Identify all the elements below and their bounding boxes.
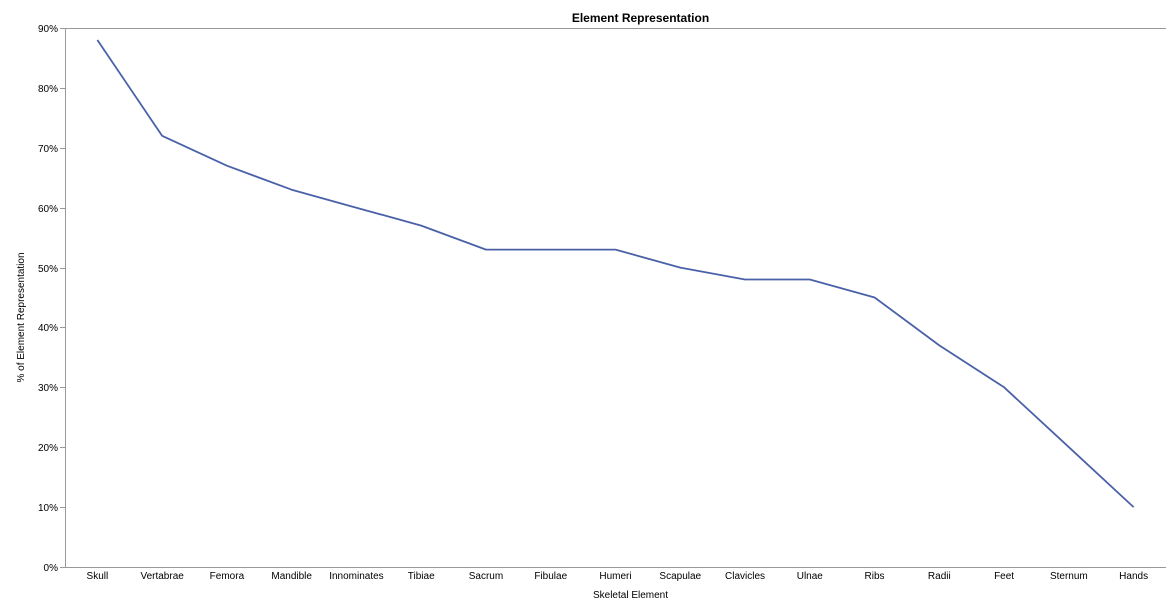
y-tick-label: 70% (38, 144, 58, 155)
x-tick-label: Tibiae (408, 571, 435, 582)
y-axis-ticks: 0% 10% 20% 30% 40% 50% 60% 70% 80% 90% (38, 24, 65, 574)
y-tick-label: 60% (38, 204, 58, 215)
x-tick-label: Sacrum (469, 571, 503, 582)
x-axis-ticks: Skull Vertabrae Femora Mandible Innominates T… (87, 571, 1149, 582)
x-tick-label: Sternum (1050, 571, 1088, 582)
x-tick-label: Ulnae (797, 571, 824, 582)
chart-title: Element Representation (572, 11, 709, 25)
y-axis-title: % of Element Representation (16, 252, 27, 382)
x-tick-label: Hands (1119, 571, 1148, 582)
y-tick-label: 10% (38, 503, 58, 514)
x-tick-label: Clavicles (725, 571, 765, 582)
x-tick-label: Skull (87, 571, 109, 582)
x-tick-label: Radii (928, 571, 951, 582)
x-tick-label: Feet (994, 571, 1014, 582)
x-tick-label: Scapulae (659, 571, 701, 582)
y-tick-label: 0% (44, 563, 59, 574)
x-tick-label: Innominates (329, 571, 383, 582)
x-tick-label: Fibulae (534, 571, 567, 582)
y-tick-label: 40% (38, 323, 58, 334)
x-tick-label: Femora (210, 571, 245, 582)
x-tick-label: Mandible (271, 571, 312, 582)
y-tick-label: 80% (38, 84, 58, 95)
y-tick-label: 90% (38, 24, 58, 35)
y-tick-label: 50% (38, 264, 58, 275)
series-line (96, 39, 1135, 508)
x-tick-label: Ribs (865, 571, 885, 582)
y-tick-label: 30% (38, 383, 58, 394)
x-tick-label: Humeri (599, 571, 631, 582)
series-layer (96, 39, 1135, 508)
x-tick-label: Vertabrae (140, 571, 184, 582)
y-tick-label: 20% (38, 443, 58, 454)
x-axis-title: Skeletal Element (593, 590, 668, 601)
